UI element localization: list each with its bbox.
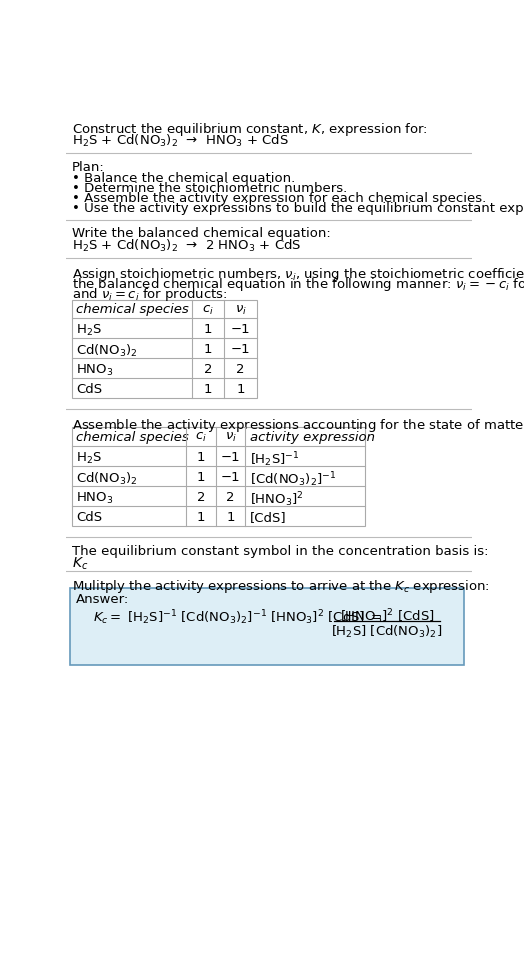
Text: 2: 2 (204, 363, 212, 376)
Text: $K_c$: $K_c$ (72, 555, 88, 571)
Text: H$_2$S: H$_2$S (77, 451, 102, 466)
Bar (70, 588, 464, 664)
Text: • Determine the stoichiometric numbers.: • Determine the stoichiometric numbers. (72, 182, 347, 195)
Text: $c_i$: $c_i$ (202, 303, 214, 317)
Text: H$_2$S: H$_2$S (77, 323, 102, 338)
Text: $\nu_i$: $\nu_i$ (235, 303, 247, 317)
Bar (72, 428, 365, 526)
Text: [H$_2$S]$^{-1}$: [H$_2$S]$^{-1}$ (250, 451, 300, 469)
Text: $c_i$: $c_i$ (195, 432, 207, 444)
Text: CdS: CdS (77, 511, 103, 523)
Text: and $\nu_i = c_i$ for products:: and $\nu_i = c_i$ for products: (72, 286, 227, 302)
Text: [HNO$_3$]$^2$ [CdS]: [HNO$_3$]$^2$ [CdS] (340, 608, 434, 626)
Text: H$_2$S + Cd(NO$_3$)$_2$  →  HNO$_3$ + CdS: H$_2$S + Cd(NO$_3$)$_2$ → HNO$_3$ + CdS (72, 133, 289, 149)
Text: [Cd(NO$_3$)$_2$]$^{-1}$: [Cd(NO$_3$)$_2$]$^{-1}$ (250, 471, 336, 489)
Text: Mulitply the activity expressions to arrive at the $K_c$ expression:: Mulitply the activity expressions to arr… (72, 578, 489, 595)
Text: • Assemble the activity expression for each chemical species.: • Assemble the activity expression for e… (72, 191, 486, 205)
Text: HNO$_3$: HNO$_3$ (77, 363, 114, 378)
Text: Construct the equilibrium constant, $K$, expression for:: Construct the equilibrium constant, $K$,… (72, 121, 428, 138)
Text: Answer:: Answer: (77, 593, 129, 606)
Text: [H$_2$S] [Cd(NO$_3$)$_2$]: [H$_2$S] [Cd(NO$_3$)$_2$] (332, 624, 443, 640)
Text: 2: 2 (226, 491, 235, 503)
Text: 1: 1 (197, 471, 205, 483)
Text: Assign stoichiometric numbers, $\nu_i$, using the stoichiometric coefficients, $: Assign stoichiometric numbers, $\nu_i$, … (72, 266, 524, 282)
Text: 1: 1 (197, 511, 205, 523)
Text: −1: −1 (221, 451, 241, 463)
Text: chemical species: chemical species (77, 303, 189, 317)
Text: 1: 1 (204, 343, 212, 356)
Text: $K_c = $ [H$_2$S]$^{-1}$ [Cd(NO$_3$)$_2$]$^{-1}$ [HNO$_3$]$^2$ [CdS] $=$: $K_c = $ [H$_2$S]$^{-1}$ [Cd(NO$_3$)$_2$… (93, 609, 383, 627)
Text: Cd(NO$_3$)$_2$: Cd(NO$_3$)$_2$ (77, 471, 138, 487)
Text: H$_2$S + Cd(NO$_3$)$_2$  →  2 HNO$_3$ + CdS: H$_2$S + Cd(NO$_3$)$_2$ → 2 HNO$_3$ + Cd… (72, 238, 301, 255)
Text: [HNO$_3$]$^2$: [HNO$_3$]$^2$ (250, 491, 303, 509)
Text: 1: 1 (236, 383, 245, 396)
Text: 1: 1 (204, 383, 212, 396)
Text: 2: 2 (236, 363, 245, 376)
Text: $\nu_i$: $\nu_i$ (225, 432, 236, 444)
Text: −1: −1 (231, 323, 250, 336)
Text: 1: 1 (226, 511, 235, 523)
Text: −1: −1 (231, 343, 250, 356)
Text: The equilibrium constant symbol in the concentration basis is:: The equilibrium constant symbol in the c… (72, 545, 488, 558)
Text: • Balance the chemical equation.: • Balance the chemical equation. (72, 172, 295, 185)
Text: Plan:: Plan: (72, 161, 104, 174)
Text: Assemble the activity expressions accounting for the state of matter and $\nu_i$: Assemble the activity expressions accoun… (72, 416, 524, 434)
Text: Write the balanced chemical equation:: Write the balanced chemical equation: (72, 227, 331, 240)
Text: chemical species: chemical species (77, 432, 189, 444)
Bar (72, 300, 257, 398)
Text: Cd(NO$_3$)$_2$: Cd(NO$_3$)$_2$ (77, 343, 138, 359)
Text: • Use the activity expressions to build the equilibrium constant expression.: • Use the activity expressions to build … (72, 202, 524, 215)
Text: HNO$_3$: HNO$_3$ (77, 491, 114, 505)
Text: 1: 1 (204, 323, 212, 336)
Text: activity expression: activity expression (250, 432, 375, 444)
Text: CdS: CdS (77, 383, 103, 396)
Text: −1: −1 (221, 471, 241, 483)
Text: the balanced chemical equation in the following manner: $\nu_i = -c_i$ for react: the balanced chemical equation in the fo… (72, 276, 524, 293)
Text: 2: 2 (197, 491, 205, 503)
Text: 1: 1 (197, 451, 205, 463)
Text: [CdS]: [CdS] (250, 511, 287, 523)
